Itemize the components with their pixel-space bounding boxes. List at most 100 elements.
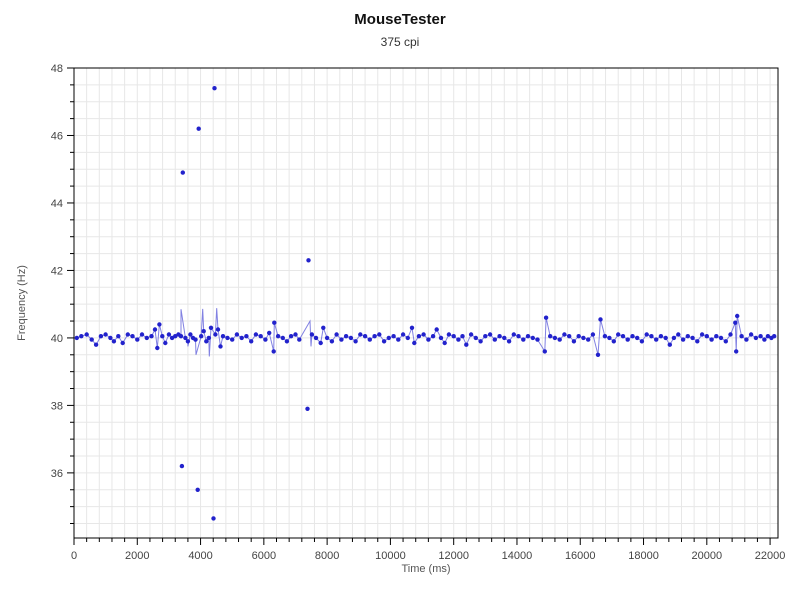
data-point (362, 334, 368, 339)
x-axis-title: Time (ms) (401, 563, 451, 575)
data-point (93, 342, 99, 347)
data-point (284, 339, 290, 344)
y-tick-label: 38 (51, 400, 63, 412)
data-point (135, 337, 140, 342)
data-point (353, 339, 358, 344)
data-point (772, 334, 777, 339)
data-point (663, 335, 668, 341)
data-point (272, 320, 277, 325)
data-point (562, 332, 567, 337)
data-point (381, 339, 387, 344)
x-tick-label: 6000 (252, 550, 276, 562)
data-point (685, 334, 690, 339)
data-point (442, 340, 447, 346)
data-point (571, 339, 577, 344)
x-tick-label: 10000 (375, 550, 406, 562)
data-point (581, 335, 586, 341)
x-tick-label: 14000 (502, 550, 533, 562)
y-tick-label: 46 (51, 130, 63, 142)
y-tick-label: 40 (51, 333, 63, 345)
data-point (125, 332, 130, 337)
data-point (293, 332, 298, 337)
data-point (297, 337, 302, 342)
data-point (334, 332, 339, 337)
data-point (193, 337, 198, 342)
data-point (762, 337, 767, 342)
data-point (211, 516, 216, 521)
data-point (324, 335, 330, 341)
data-point (586, 337, 591, 342)
data-point (704, 334, 709, 339)
data-point (318, 340, 323, 346)
data-point (718, 335, 724, 341)
data-point (456, 337, 461, 342)
data-point (185, 339, 191, 344)
data-point (676, 332, 681, 337)
data-point (506, 339, 512, 344)
chart-subtitle: 375 cpi (380, 35, 420, 49)
data-point (595, 352, 601, 357)
data-point (178, 334, 184, 339)
data-point (196, 126, 201, 131)
data-point (516, 334, 521, 339)
x-tick-label: 8000 (315, 550, 339, 562)
data-point (649, 334, 654, 339)
data-point (744, 337, 749, 342)
data-point (163, 340, 168, 346)
data-point (139, 332, 145, 337)
data-point (230, 337, 235, 342)
data-point (111, 339, 117, 344)
data-point (548, 334, 553, 339)
data-point (372, 334, 377, 339)
data-point (343, 334, 349, 339)
data-point (288, 334, 294, 339)
data-point (735, 313, 740, 319)
data-point (464, 342, 469, 347)
data-point (765, 334, 771, 339)
x-tick-label: 22000 (755, 550, 786, 562)
x-tick-label: 2000 (125, 550, 149, 562)
data-point (396, 337, 401, 342)
data-point (714, 334, 719, 339)
data-point (667, 342, 672, 347)
data-point (460, 334, 465, 339)
data-point (180, 170, 185, 175)
data-point (391, 334, 396, 339)
frequency-series-line (76, 308, 775, 357)
data-point (149, 334, 154, 339)
data-point (84, 332, 89, 337)
data-point (430, 334, 436, 339)
data-point (130, 334, 135, 339)
data-point (244, 334, 249, 339)
x-tick-label: 12000 (438, 550, 469, 562)
data-point (421, 332, 426, 337)
data-point (511, 332, 516, 337)
data-point (502, 335, 507, 341)
x-tick-label: 20000 (692, 550, 723, 562)
data-point (644, 332, 649, 337)
data-point (258, 334, 263, 339)
data-point (220, 334, 226, 339)
x-tick-label: 0 (71, 550, 77, 562)
data-point (416, 334, 422, 339)
data-point (412, 340, 417, 346)
data-point (699, 332, 705, 337)
data-point (748, 332, 754, 337)
data-point (658, 334, 664, 339)
data-point (305, 406, 310, 411)
data-point (405, 335, 410, 341)
data-point (434, 327, 439, 332)
data-point (478, 339, 483, 344)
data-point (620, 334, 626, 339)
data-point (213, 332, 218, 337)
data-point (306, 258, 311, 263)
data-point (733, 320, 738, 325)
data-point (576, 334, 581, 339)
data-point (438, 335, 444, 341)
data-point (451, 334, 456, 339)
data-point (611, 339, 616, 344)
data-point (690, 335, 695, 341)
data-point (116, 334, 121, 339)
data-point (409, 325, 415, 330)
